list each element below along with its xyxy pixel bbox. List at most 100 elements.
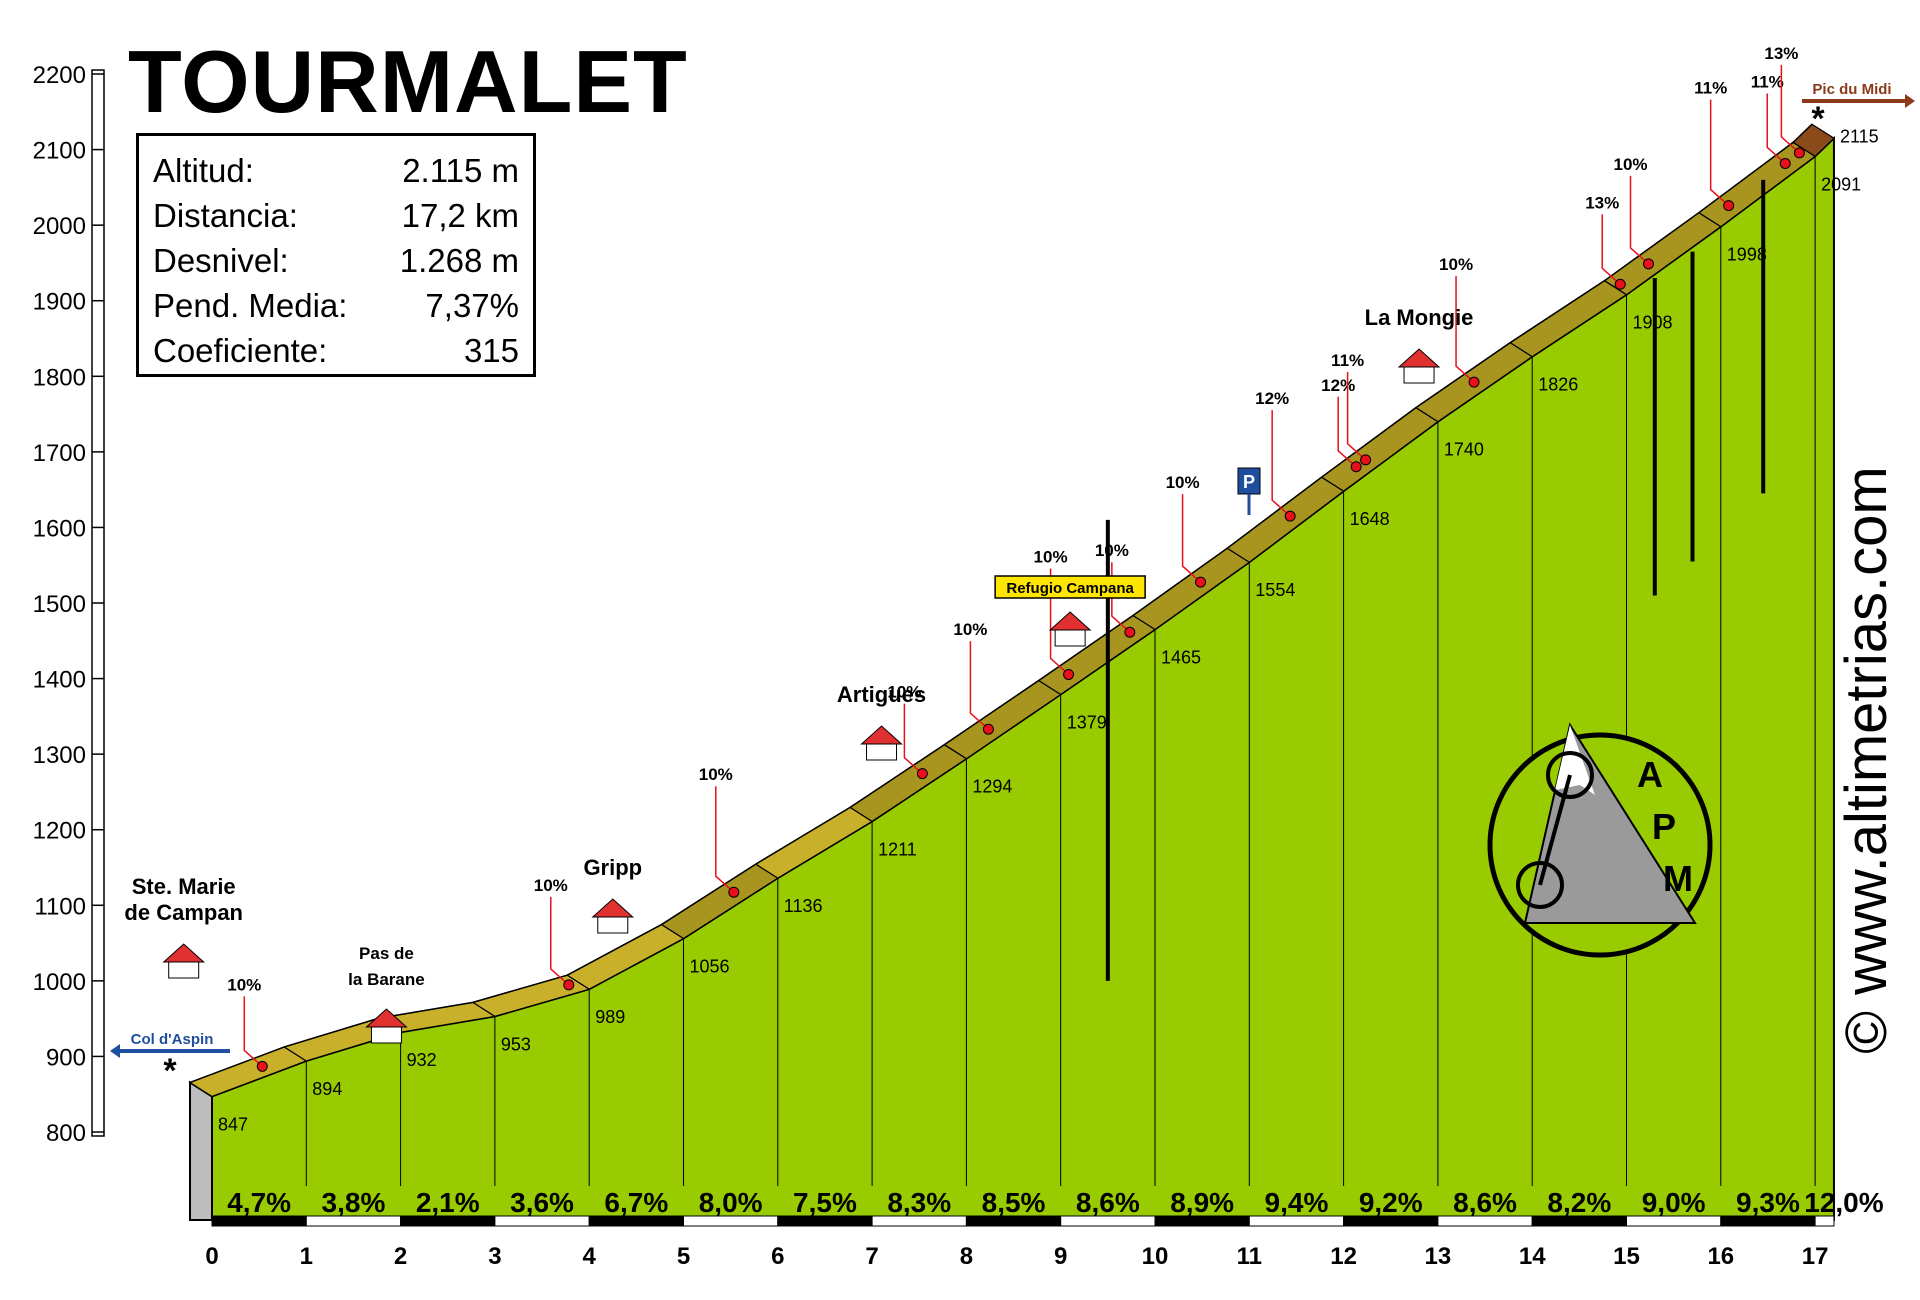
steep-leader [1766, 93, 1786, 165]
y-tick-label: 1300 [33, 742, 86, 769]
x-tick-label: 2 [394, 1243, 407, 1270]
steep-marker [1614, 278, 1626, 290]
apm-letter: A [1637, 754, 1663, 795]
x-tick-label: 15 [1613, 1243, 1640, 1270]
house-icon [168, 961, 200, 979]
x-axis-bar [1814, 1215, 1835, 1227]
steep-marker [1793, 147, 1805, 159]
steep-leader [1181, 494, 1202, 583]
altitude-label: 2091 [1821, 174, 1861, 194]
steep-marker [1779, 157, 1791, 169]
gradient-label: 8,9% [1170, 1187, 1234, 1218]
steep-leader [1709, 99, 1730, 207]
altitude-label: 894 [312, 1079, 342, 1099]
steep-label: 10% [1095, 541, 1129, 560]
y-tick-label: 1500 [33, 591, 86, 618]
x-tick-label: 7 [865, 1243, 878, 1270]
steep-marker [916, 768, 928, 780]
altitude-label: 953 [501, 1034, 531, 1054]
x-tick-label: 12 [1330, 1243, 1357, 1270]
steep-marker [982, 723, 994, 735]
y-tick-label: 2200 [33, 62, 86, 89]
gradient-label: 4,7% [227, 1187, 291, 1218]
y-tick-label: 800 [46, 1120, 86, 1147]
y-tick-label: 900 [46, 1044, 86, 1071]
x-axis-bar [211, 1215, 307, 1227]
house-icon [1048, 611, 1092, 631]
steep-leader [1337, 396, 1357, 468]
gradient-label: 9,4% [1265, 1187, 1329, 1218]
x-tick-label: 14 [1519, 1243, 1546, 1270]
steep-label: 10% [534, 876, 568, 895]
x-axis-bar [400, 1215, 496, 1227]
bicycle-icon [1546, 751, 1594, 799]
house-icon [860, 725, 903, 745]
place-label-bg [994, 575, 1146, 599]
gradient-label: 12,0% [1804, 1187, 1883, 1218]
house-icon [1403, 366, 1435, 384]
place-label: Pas de [359, 944, 414, 963]
altitude-label: 1826 [1538, 375, 1578, 395]
house-icon [1054, 629, 1086, 647]
steep-marker [1350, 461, 1362, 473]
arrow-left-icon [110, 1044, 120, 1058]
place-label: La Mongie [1365, 305, 1474, 330]
place-label: Ste. Marie [132, 874, 236, 899]
x-axis-bar [777, 1215, 873, 1227]
steep-leader [1601, 214, 1621, 285]
y-tick-label: 1700 [33, 440, 86, 467]
gradient-label: 9,3% [1736, 1187, 1800, 1218]
x-axis-bar [1720, 1215, 1816, 1227]
bicycle-icon [1516, 861, 1564, 909]
steep-leader [1629, 175, 1650, 265]
x-axis-bar [305, 1215, 402, 1227]
steep-label: 11% [1751, 72, 1784, 91]
x-axis-bar [1626, 1215, 1722, 1227]
stat-climb: Desnivel: 1.268 m [153, 242, 519, 279]
altitude-label: 1554 [1255, 580, 1295, 600]
x-tick-label: 4 [583, 1243, 597, 1270]
steep-leader [715, 786, 735, 893]
altitude-label: 1740 [1444, 440, 1484, 460]
altitude-label: 1294 [972, 777, 1012, 797]
y-tick-label: 1400 [33, 667, 86, 694]
altitude-label: 847 [218, 1114, 248, 1134]
place-label: la Barane [348, 970, 425, 989]
apm-letter: M [1663, 858, 1693, 899]
y-tick-label: 1000 [33, 969, 86, 996]
x-tick-label: 9 [1054, 1243, 1067, 1270]
y-tick-label: 1900 [33, 289, 86, 316]
steep-leader [903, 703, 923, 775]
steep-leader [1271, 410, 1291, 517]
stat-distance: Distancia: 17,2 km [153, 197, 519, 234]
steep-leader [550, 896, 570, 986]
x-axis-bar [1531, 1215, 1627, 1227]
steep-leader [243, 996, 263, 1067]
altitude-label-summit: 2115 [1840, 126, 1879, 146]
steep-label: 11% [1331, 351, 1364, 370]
steep-marker [1063, 668, 1075, 680]
place-label: de Campan [124, 900, 243, 925]
steep-leader [1346, 371, 1367, 461]
steep-label: 13% [1764, 44, 1798, 63]
steep-label: 12% [1321, 376, 1355, 395]
house-icon [866, 743, 898, 761]
house-icon [591, 898, 635, 918]
x-axis-bar [683, 1215, 779, 1227]
altitude-label: 1136 [784, 896, 823, 916]
y-tick-label: 2100 [33, 138, 86, 165]
apm-letter: P [1652, 806, 1676, 847]
x-tick-label: 3 [488, 1243, 501, 1270]
stats-box: Altitud: 2.115 m Distancia: 17,2 km Desniv… [136, 133, 536, 377]
steep-label: 12% [1255, 389, 1289, 408]
steep-label: 13% [1585, 193, 1619, 212]
stat-avg-gradient: Pend. Media: 7,37% [153, 287, 519, 324]
gradient-label: 8,3% [887, 1187, 951, 1218]
x-tick-label: 13 [1425, 1243, 1452, 1270]
mountain-snow-icon [1555, 725, 1595, 795]
sign-col-aspin: Col d'Aspin [131, 1031, 214, 1048]
x-axis-bar [588, 1215, 685, 1227]
summit-asterisk-icon: * [1811, 100, 1825, 138]
steep-marker [1124, 626, 1136, 638]
